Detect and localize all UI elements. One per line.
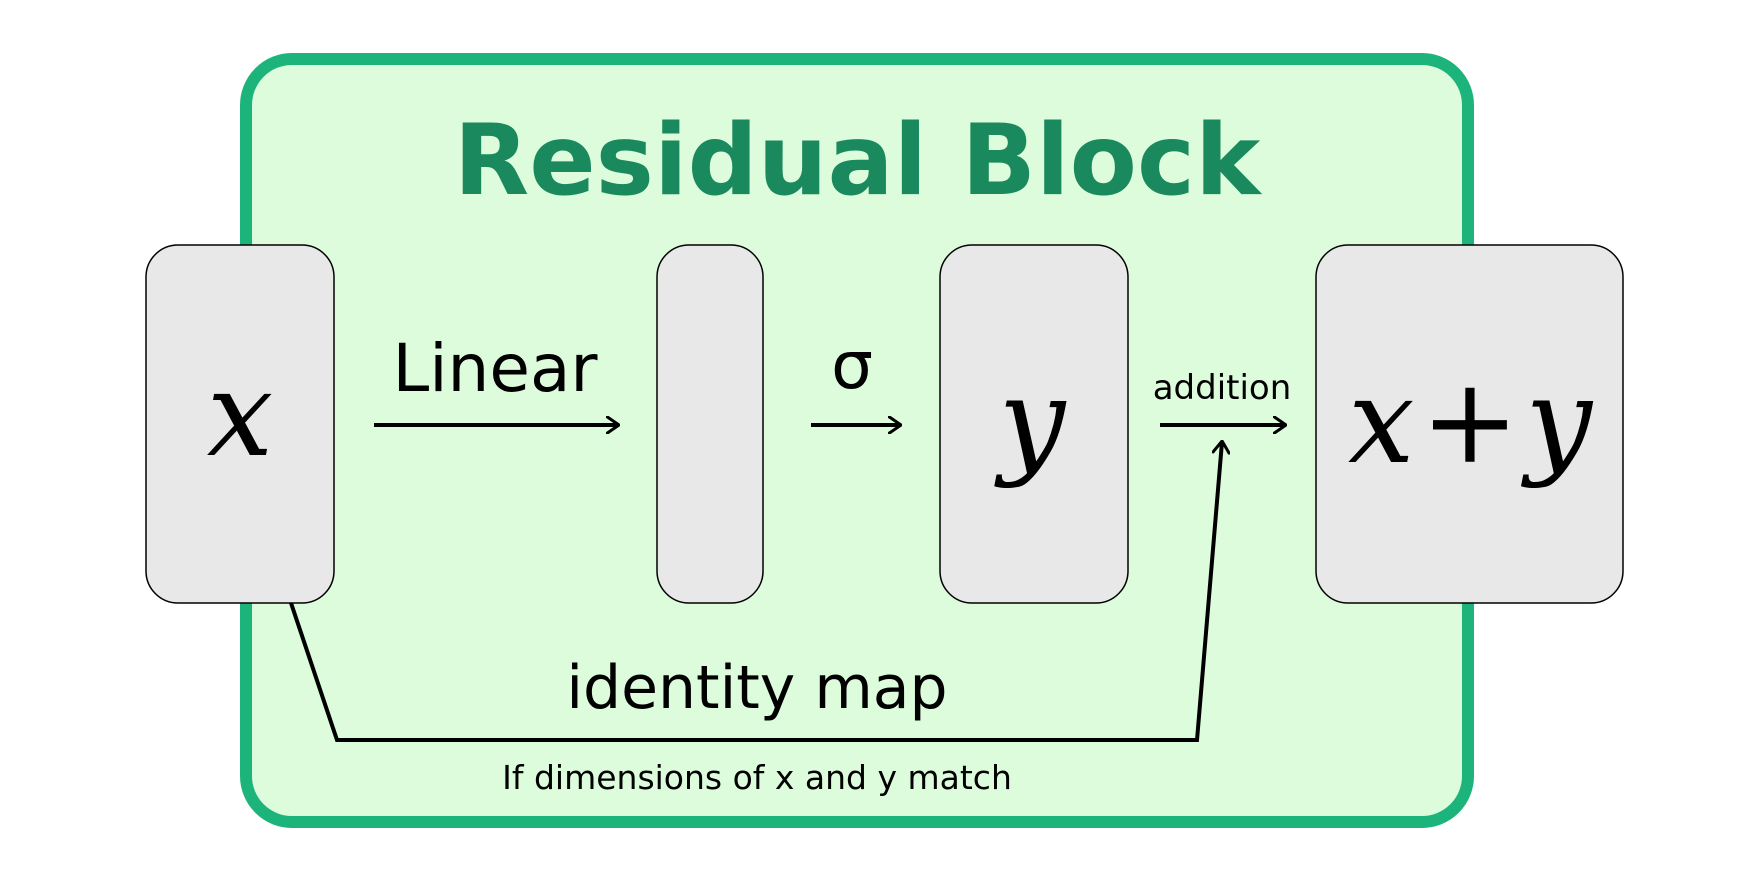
- sum-label: x+y: [1348, 352, 1593, 490]
- output-y-box: [939, 244, 1129, 604]
- linear-label: Linear: [392, 330, 598, 407]
- identity-condition-label: If dimensions of x and y match: [502, 758, 1012, 797]
- hidden-box: [656, 244, 764, 604]
- activation-label: σ: [831, 327, 873, 404]
- input-box: [145, 244, 335, 604]
- sum-plus-sign: +: [1421, 352, 1520, 490]
- sum-y-term: y: [1520, 352, 1593, 490]
- sum-x-term: x: [1348, 352, 1415, 490]
- block-title: Residual Block: [454, 104, 1263, 218]
- output-y-label: y: [994, 352, 1067, 490]
- addition-label: addition: [1153, 368, 1292, 408]
- input-label: x: [207, 345, 274, 483]
- identity-map-path: [289, 442, 1222, 742]
- identity-map-label: identity map: [566, 653, 947, 723]
- sum-box: [1315, 244, 1624, 604]
